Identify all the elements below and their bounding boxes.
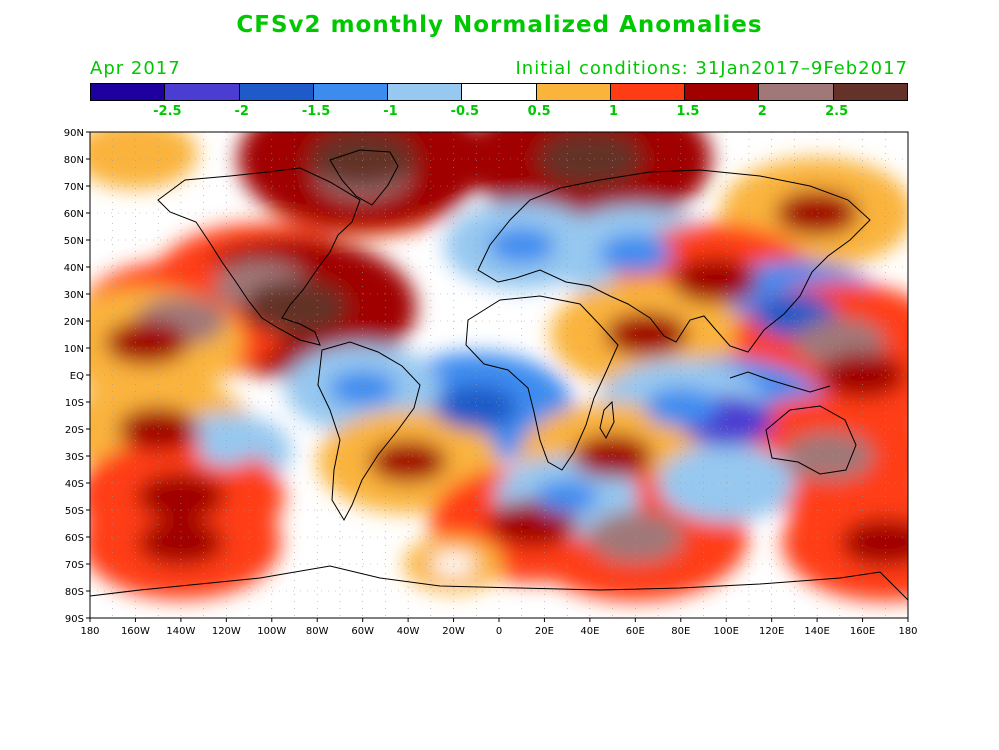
- lat-tick-label: 50N: [64, 236, 84, 247]
- anomaly-core: [105, 320, 189, 365]
- colorbar-swatch: [313, 84, 389, 100]
- eurasia-outline: [477, 169, 871, 353]
- lat-tick-label: 10S: [65, 398, 84, 409]
- lat-tick-label: 10N: [64, 344, 84, 355]
- north-america-outline: [157, 167, 361, 346]
- lon-tick-label: 0: [496, 626, 502, 637]
- lat-tick-label: 80S: [65, 587, 84, 598]
- colorbar-swatch: [610, 84, 686, 100]
- antarctica-outline: [90, 565, 908, 601]
- lon-tick-label: 60W: [351, 626, 374, 637]
- colorbar-swatch: [833, 84, 907, 100]
- lon-tick-label: 140W: [166, 626, 195, 637]
- madagascar-outline: [599, 400, 615, 440]
- colorbar-label: 1: [609, 104, 619, 119]
- indonesia-outline: [729, 371, 831, 393]
- lat-tick-label: 20N: [64, 317, 84, 328]
- lon-tick-label: 140E: [804, 626, 829, 637]
- anomaly-core: [487, 227, 556, 264]
- anomaly-core: [572, 434, 653, 478]
- africa-outline: [465, 295, 619, 471]
- colorbar: [90, 83, 908, 101]
- lon-tick-label: 60E: [626, 626, 645, 637]
- anomaly-core: [537, 132, 642, 187]
- lat-tick-label: 70S: [65, 560, 84, 571]
- lat-tick-label: 90S: [65, 614, 84, 625]
- lon-tick-label: 180: [80, 626, 99, 637]
- colorbar-label: 2: [757, 104, 767, 119]
- colorbar-swatch: [388, 84, 463, 100]
- lon-tick-label: 120E: [759, 626, 784, 637]
- colorbar-swatch: [685, 84, 760, 100]
- anomaly-core: [309, 132, 416, 188]
- axis-ticks: 90N 80N 70N 60N 50N 40N 30N 20N 10N EQ 10S 20S 30S 40…: [64, 128, 918, 637]
- anomaly-core: [605, 312, 689, 357]
- lat-tick-label: 40N: [64, 263, 84, 274]
- anomaly-fields: [90, 132, 908, 602]
- initial-conditions-label: Initial conditions: 31Jan2017–9Feb2017: [515, 58, 908, 79]
- colorbar-swatch: [462, 84, 537, 100]
- australia-outline: [765, 405, 857, 475]
- colorbar-label: 0.5: [527, 104, 551, 119]
- anomaly-core: [819, 351, 906, 399]
- anomaly-core: [587, 511, 684, 563]
- colorbar-label: 2.5: [825, 104, 849, 119]
- lon-tick-label: 180: [898, 626, 917, 637]
- colorbar-label: 1.5: [676, 104, 700, 119]
- colorbar-label: -1.5: [301, 104, 331, 119]
- lon-tick-label: 20E: [535, 626, 554, 637]
- colorbar-swatch: [165, 84, 240, 100]
- anomaly-core: [598, 233, 672, 274]
- lat-tick-label: 50S: [65, 506, 84, 517]
- lon-tick-label: 160E: [850, 626, 875, 637]
- continent-outlines: [90, 149, 908, 601]
- valid-month-label: Apr 2017: [90, 58, 181, 79]
- colorbar-swatch: [759, 84, 834, 100]
- colorbar-swatch: [536, 84, 611, 100]
- lon-tick-label: 100W: [257, 626, 286, 637]
- lon-tick-label: 80W: [306, 626, 329, 637]
- map-title: CFSv2 monthly Normalized Anomalies: [236, 12, 763, 38]
- lat-tick-label: 90N: [64, 128, 84, 139]
- anomaly-core: [434, 385, 518, 430]
- anomaly-core: [782, 431, 874, 481]
- lat-tick-label: 70N: [64, 182, 84, 193]
- colorbar-swatch: [239, 84, 314, 100]
- colorbar-label: -2.5: [153, 104, 182, 119]
- anomaly-core: [117, 407, 199, 451]
- anomaly-core: [671, 257, 758, 304]
- lat-tick-label: EQ: [70, 371, 84, 382]
- lon-tick-label: 40W: [397, 626, 420, 637]
- lon-tick-label: 160W: [121, 626, 150, 637]
- greenland-outline: [329, 149, 399, 206]
- lat-tick-label: 80N: [64, 155, 84, 166]
- colorbar-label: -0.5: [450, 104, 480, 119]
- lat-tick-label: 30S: [65, 452, 84, 463]
- anomaly-core: [431, 552, 476, 576]
- anomaly-core: [328, 370, 397, 407]
- colorbar-label: -2: [234, 104, 249, 119]
- south-america-outline: [317, 341, 421, 522]
- lat-tick-label: 40S: [65, 479, 84, 490]
- lon-tick-label: 80E: [671, 626, 690, 637]
- anomaly-core: [696, 466, 757, 500]
- anomaly-core: [841, 518, 908, 567]
- colorbar-label: -1: [383, 104, 398, 119]
- colorbar-swatch: [91, 84, 166, 100]
- lon-tick-label: 100E: [714, 626, 739, 637]
- anomaly-core: [137, 519, 224, 566]
- lat-tick-label: 60N: [64, 209, 84, 220]
- lon-tick-label: 40E: [580, 626, 599, 637]
- lat-tick-label: 60S: [65, 533, 84, 544]
- lat-tick-label: 20S: [65, 425, 84, 436]
- anomaly-core: [775, 190, 859, 236]
- lat-tick-label: 30N: [64, 290, 84, 301]
- anomaly-core: [644, 387, 718, 427]
- lon-tick-label: 120W: [212, 626, 241, 637]
- lon-tick-label: 20W: [442, 626, 465, 637]
- anomaly-core: [197, 435, 255, 466]
